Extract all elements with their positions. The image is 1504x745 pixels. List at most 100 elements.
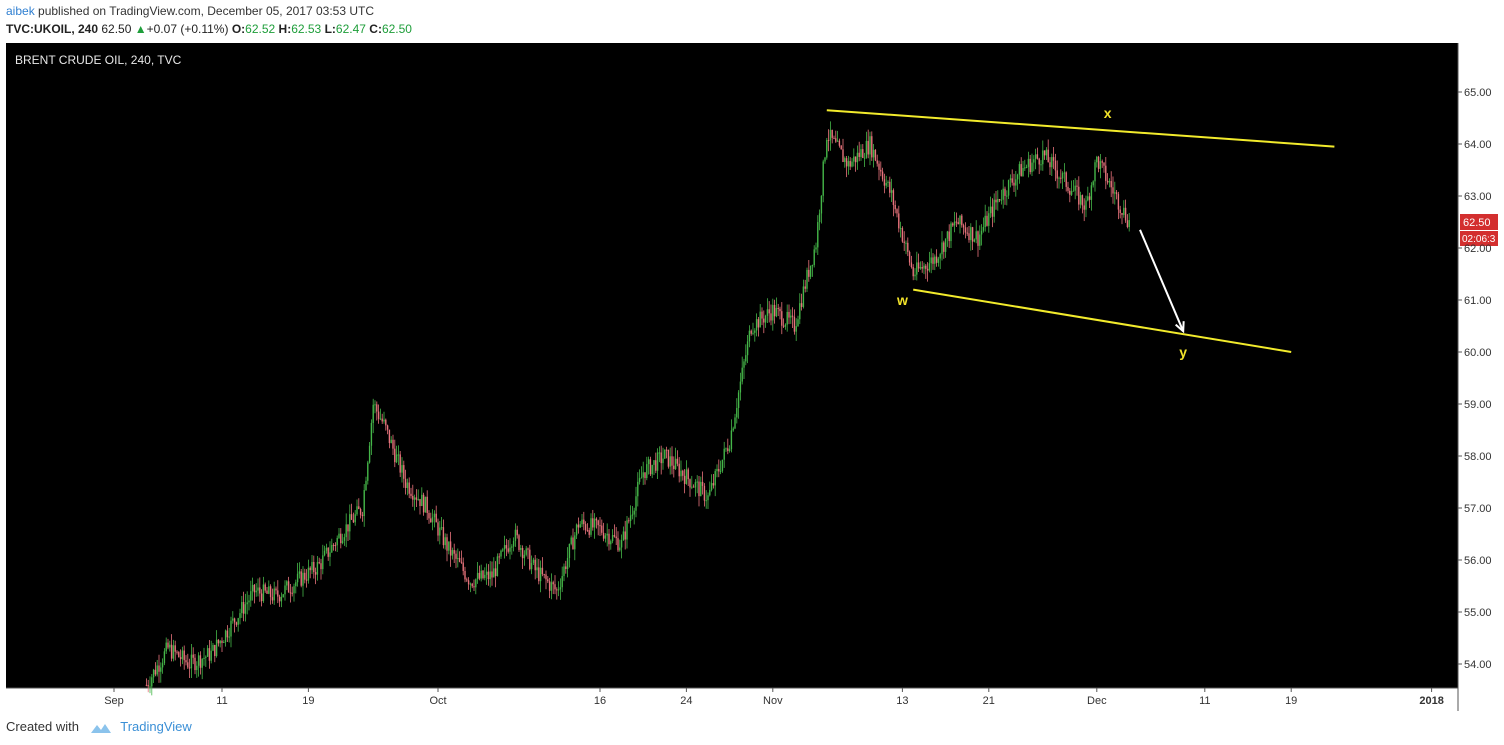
- candle-body: [430, 518, 432, 523]
- candle-body: [460, 561, 463, 563]
- candle-body: [156, 665, 158, 675]
- candle-body: [898, 213, 900, 229]
- candle-body: [413, 497, 416, 500]
- candle-body: [935, 256, 938, 263]
- candle-body: [455, 553, 457, 559]
- plot-area[interactable]: [6, 43, 1458, 688]
- candle-body: [754, 330, 756, 333]
- candle-body: [449, 541, 452, 556]
- candle-body: [1072, 190, 1075, 192]
- candle-body: [619, 547, 621, 551]
- candle-body: [845, 158, 848, 167]
- candle-body: [588, 530, 590, 535]
- candle-body: [896, 209, 898, 214]
- candle-body: [696, 481, 698, 483]
- candle-body: [500, 550, 502, 557]
- candle-body: [448, 541, 450, 551]
- candle-body: [361, 514, 364, 517]
- candle-body: [235, 622, 238, 625]
- candle-body: [518, 535, 520, 550]
- candle-body: [626, 520, 628, 540]
- symbol-line: TVC:UKOIL, 240 62.50 ▲+0.07 (+0.11%) O:6…: [6, 22, 412, 36]
- candle-body: [610, 541, 612, 545]
- candle-body: [597, 520, 599, 526]
- candle-body: [1015, 179, 1017, 186]
- y-axis-ticks: 65.00 64.00 63.00 62.00 61.00 60.00 59.00 58.00…: [1458, 87, 1492, 671]
- candle-body: [970, 227, 972, 241]
- price-axis[interactable]: [1458, 43, 1498, 711]
- candle-body: [520, 547, 522, 550]
- candle-body: [998, 198, 1001, 201]
- candle-body: [921, 267, 923, 269]
- candle-body: [145, 684, 148, 686]
- candle-body: [277, 590, 279, 597]
- candle-body: [883, 179, 886, 186]
- candle-body: [205, 656, 207, 658]
- candle-body: [718, 468, 720, 472]
- candle-body: [547, 579, 549, 582]
- candle-body: [842, 149, 844, 163]
- candle-body: [642, 472, 644, 478]
- candle-body: [523, 554, 526, 559]
- candle-body: [1016, 174, 1019, 180]
- candle-body: [829, 129, 832, 141]
- chart-frame[interactable]: w x y 62.50 02:06:3 65.00 64.00 63.00 62.00 61.0…: [6, 43, 1498, 711]
- candle-body: [815, 247, 817, 250]
- candle-body: [332, 544, 335, 546]
- candle-body: [1051, 157, 1053, 168]
- author-link[interactable]: aibek: [6, 4, 35, 18]
- candle-body: [223, 642, 225, 644]
- candle-body: [599, 525, 601, 527]
- candle-body: [514, 529, 517, 541]
- candle-body: [1099, 161, 1102, 169]
- candle-body: [916, 262, 918, 275]
- candle-body: [248, 600, 250, 603]
- candle-body: [255, 590, 257, 593]
- candle-body: [305, 579, 308, 581]
- candle-body: [1049, 162, 1051, 168]
- candle-body: [1013, 182, 1015, 186]
- candle-body: [466, 579, 468, 581]
- candle-body: [152, 669, 155, 678]
- candle-body: [190, 654, 193, 669]
- candle-body: [457, 558, 459, 560]
- x-tick-label: 21: [983, 695, 995, 707]
- candle-body: [381, 418, 383, 422]
- y-tick-label: 60.00: [1464, 347, 1492, 359]
- candle-body: [287, 581, 290, 593]
- candle-body: [826, 139, 828, 158]
- candle-body: [511, 546, 513, 548]
- candle-body: [1119, 209, 1121, 213]
- candle-body: [304, 572, 306, 580]
- candle-body: [914, 274, 916, 277]
- candle-body: [192, 654, 194, 658]
- candle-body: [1096, 156, 1098, 163]
- candle-body: [653, 460, 655, 465]
- candle-body: [1079, 195, 1082, 205]
- price-chart[interactable]: w x y 62.50 02:06:3 65.00 64.00 63.00 62.00 61.0…: [6, 43, 1498, 711]
- candle-body: [550, 582, 553, 591]
- candle-body: [1018, 164, 1021, 175]
- candle-body: [250, 591, 252, 601]
- candle-body: [1061, 173, 1064, 179]
- candle-body: [835, 138, 837, 142]
- candle-body: [401, 465, 403, 473]
- candle-body: [269, 586, 272, 598]
- candle-body: [979, 234, 981, 246]
- candle-body: [336, 537, 338, 546]
- candle-body: [484, 574, 486, 579]
- candle-body: [298, 571, 301, 574]
- candle-body: [1007, 180, 1010, 196]
- candle-body: [570, 537, 572, 544]
- candle-body: [158, 665, 160, 672]
- candle-body: [286, 581, 288, 586]
- candle-body: [788, 311, 790, 318]
- candle-body: [831, 129, 833, 138]
- tradingview-link[interactable]: TradingView: [120, 719, 192, 734]
- candle-body: [986, 215, 988, 226]
- time-axis[interactable]: [6, 688, 1458, 711]
- candle-body: [802, 286, 805, 307]
- candle-body: [579, 524, 581, 528]
- candle-body: [264, 584, 266, 591]
- candle-body: [1033, 159, 1035, 163]
